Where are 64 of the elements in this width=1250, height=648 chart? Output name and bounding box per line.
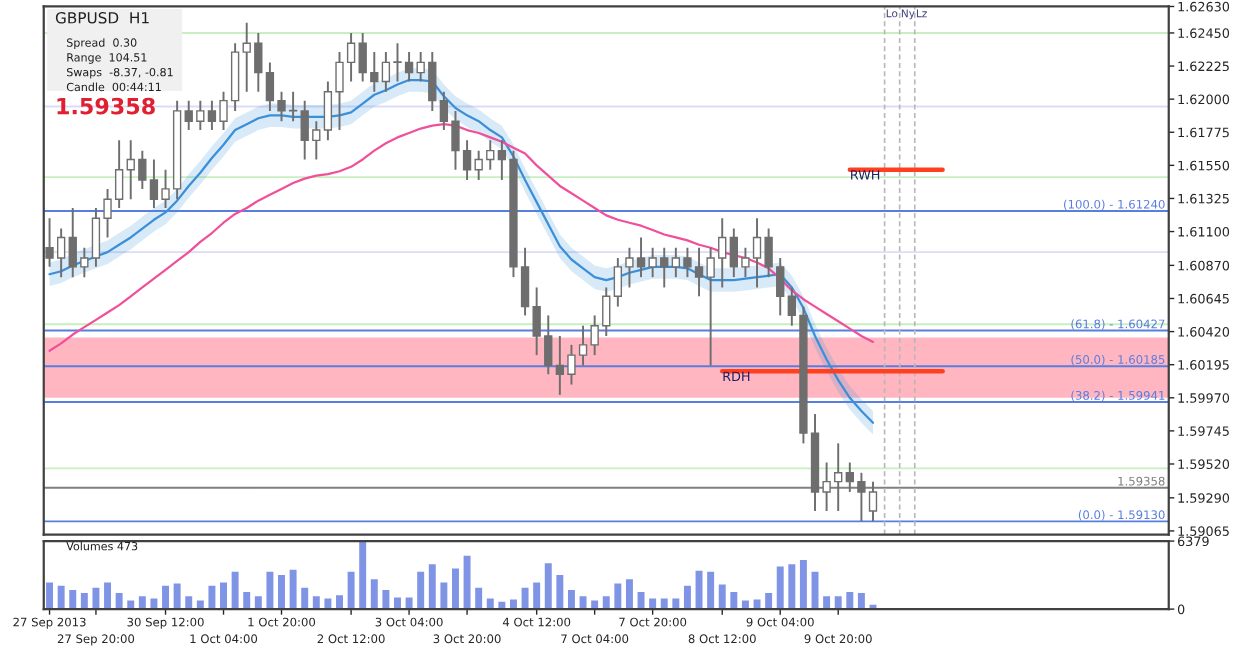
bar (115, 593, 123, 610)
bar (324, 598, 332, 610)
bar (370, 579, 378, 610)
bar (312, 596, 320, 610)
bar (440, 582, 448, 610)
bar (243, 592, 251, 610)
bar (266, 571, 274, 610)
bar (799, 560, 807, 610)
bar (637, 592, 645, 610)
bar (788, 564, 796, 610)
bar (707, 571, 715, 610)
bar (765, 593, 773, 610)
bar (683, 585, 691, 610)
bar (405, 597, 413, 610)
bar (846, 592, 854, 610)
bar (254, 596, 262, 610)
bar (173, 583, 181, 610)
annotation: 1.59358 (57, 97, 155, 115)
bar (533, 582, 541, 610)
bar (336, 595, 343, 610)
bar (92, 587, 100, 610)
bar (347, 571, 355, 610)
bar (660, 598, 668, 610)
bar (579, 596, 587, 610)
bar (220, 582, 227, 610)
bar (394, 597, 401, 610)
bar (556, 574, 564, 610)
bar (614, 583, 622, 610)
bar (301, 587, 309, 610)
bar (857, 593, 865, 610)
bar (417, 571, 425, 610)
bar (602, 596, 610, 610)
bar (278, 574, 285, 610)
bar (452, 568, 459, 610)
bar (289, 569, 297, 610)
bar (57, 585, 65, 610)
bar (730, 592, 738, 610)
bar (463, 555, 471, 610)
bar (544, 563, 552, 610)
bar (672, 598, 680, 610)
bar (69, 589, 77, 610)
bar (776, 566, 784, 610)
bar (162, 585, 170, 610)
bar (46, 582, 54, 610)
bar (138, 596, 146, 610)
bar (382, 589, 390, 610)
bar (208, 585, 216, 610)
bar (104, 582, 112, 610)
bar (625, 579, 633, 610)
bar (695, 570, 703, 610)
bar (718, 584, 726, 610)
bar (567, 589, 575, 610)
bar (150, 598, 158, 610)
bar (80, 593, 88, 610)
bar (834, 596, 842, 610)
bar (649, 598, 657, 610)
bar (185, 596, 193, 610)
bar (231, 571, 239, 610)
bar (521, 587, 529, 610)
bar (359, 541, 367, 610)
bar (428, 564, 436, 610)
bar (475, 587, 483, 610)
bar (823, 596, 831, 610)
bar (486, 598, 494, 610)
